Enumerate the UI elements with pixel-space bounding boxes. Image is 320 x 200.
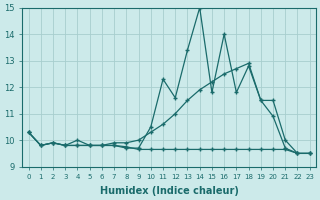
X-axis label: Humidex (Indice chaleur): Humidex (Indice chaleur) <box>100 186 239 196</box>
